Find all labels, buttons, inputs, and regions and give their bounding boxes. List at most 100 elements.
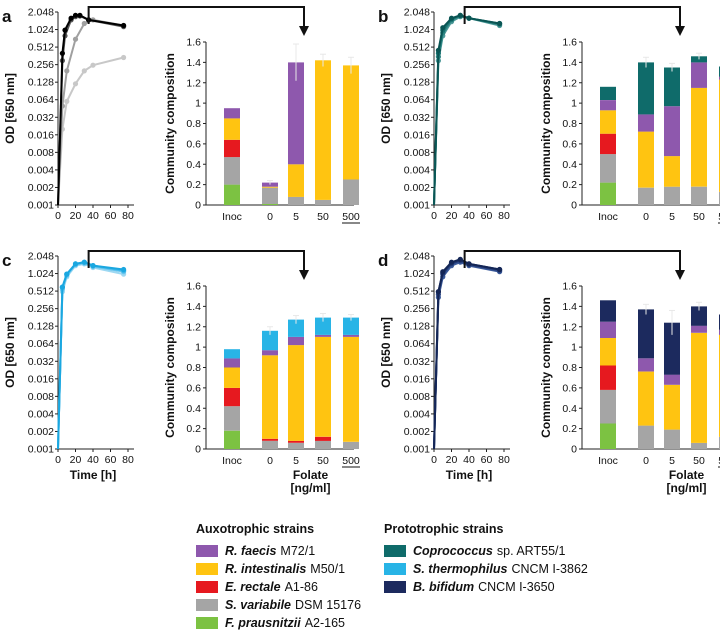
growth-y-tick-label: 0.004 — [28, 164, 54, 176]
growth-y-tick-label: 0.512 — [28, 286, 54, 298]
legend-item: E. rectale A1-86 — [196, 578, 361, 596]
arrow-connector — [463, 250, 681, 272]
panel-d: d 0.001 0.002 0.004 0.008 0.016 0.032 0.064 0.12… — [378, 250, 720, 495]
legend-species: S. variabile — [225, 598, 292, 612]
growth-y-tick-label: 0.256 — [28, 303, 54, 315]
bar-segment-variabile — [664, 186, 680, 205]
bar-segment-rectale — [288, 440, 304, 443]
legend-strain: M50/1 — [310, 562, 346, 576]
bar-segment-rectale — [315, 436, 331, 441]
bar-y-tick-label: 0.4 — [186, 159, 201, 171]
bar-y-tick-label: 1.2 — [186, 321, 201, 333]
growth-line — [57, 14, 124, 206]
legend-strain: sp. ART55/1 — [496, 544, 566, 558]
bar-segment-faecis — [600, 100, 616, 111]
growth-point — [457, 256, 463, 262]
bar-y-tick-label: 0.4 — [562, 159, 577, 171]
growth-y-tick-label: 1.024 — [28, 24, 54, 36]
bar-segment-thermophilus — [224, 349, 240, 359]
legend-species: R. faecis — [225, 544, 277, 558]
growth-line — [433, 14, 500, 206]
growth-point — [64, 68, 70, 74]
bar-x-tick-label: 5 — [293, 455, 299, 467]
growth-point — [121, 22, 127, 29]
bar-x-tick-label: Inoc — [598, 455, 618, 467]
bar-y-tick-label: 0.6 — [562, 138, 577, 150]
bar-segment-intestinalis — [638, 371, 654, 426]
bar-y-tick-label: 0.4 — [186, 403, 201, 415]
bar-segment-intestinalis — [638, 131, 654, 188]
bar-segment-coprococcus — [600, 86, 616, 100]
growth-point — [72, 81, 79, 87]
growth-y-tick-label: 1.024 — [404, 268, 430, 280]
growth-y-tick-label: 0.064 — [404, 94, 430, 106]
bar-x-tick-label: Inoc — [222, 211, 242, 223]
bar-segment-variabile — [600, 389, 616, 424]
bar-segment-intestinalis — [343, 65, 359, 180]
growth-y-label: OD [650 nm] — [3, 317, 17, 388]
bar-segment-intestinalis — [664, 384, 680, 430]
growth-x-tick-label: 60 — [481, 454, 493, 466]
growth-point — [77, 12, 83, 18]
bar-y-tick-label: 0 — [571, 200, 577, 212]
growth-y-tick-label: 0.004 — [28, 408, 54, 420]
panel-label: a — [2, 7, 12, 26]
legend-strain: A2-165 — [304, 616, 346, 630]
growth-y-tick-label: 0.008 — [404, 391, 430, 403]
growth-point — [448, 259, 455, 265]
growth-y-tick-label: 0.032 — [404, 356, 430, 368]
growth-y-tick-label: 0.064 — [28, 338, 54, 350]
growth-x-tick-label: 20 — [446, 210, 458, 222]
bar-segment-variabile — [600, 154, 616, 183]
bar-x-tick-label: 0 — [267, 211, 273, 223]
bar-y-tick-label: 0.8 — [186, 362, 201, 374]
bar-y-tick-label: 0 — [195, 200, 201, 212]
growth-point — [81, 20, 87, 27]
bar-segment-intestinalis — [343, 336, 359, 442]
growth-y-tick-label: 0.002 — [404, 426, 430, 438]
legend-species: E. rectale — [225, 580, 281, 594]
bar-x-tick-label: 500 — [342, 211, 360, 223]
legend-item: F. prausnitzii A2-165 — [196, 614, 361, 632]
growth-point — [121, 266, 127, 273]
bar-y-tick-label: 1 — [571, 342, 577, 354]
bar-segment-intestinalis — [262, 355, 278, 439]
growth-point — [497, 266, 503, 273]
bar-segment-faecis — [224, 108, 240, 119]
bar-segment-variabile — [262, 187, 278, 204]
bar-x-label: [ng/ml] — [291, 481, 331, 495]
growth-y-tick-label: 0.256 — [28, 59, 54, 71]
growth-y-tick-label: 0.032 — [28, 112, 54, 124]
bar-segment-rectale — [224, 139, 240, 158]
growth-y-tick-label: 0.512 — [404, 42, 430, 54]
growth-y-tick-label: 0.512 — [404, 286, 430, 298]
bar-segment-faecis — [600, 321, 616, 338]
legend-species: Coprococcus — [413, 544, 493, 558]
growth-x-tick-label: 40 — [463, 210, 475, 222]
bar-segment-variabile — [638, 187, 654, 205]
bar-segment-variabile — [343, 179, 359, 205]
growth-line — [57, 262, 124, 450]
growth-x-tick-label: 0 — [55, 454, 61, 466]
arrow-head — [675, 270, 685, 280]
bar-y-tick-label: 0 — [195, 444, 201, 456]
bar-segment-intestinalis — [315, 336, 331, 437]
growth-point — [90, 263, 96, 269]
growth-y-tick-label: 0.016 — [404, 373, 430, 385]
growth-y-label: OD [650 nm] — [3, 73, 17, 144]
legend-strain: CNCM I-3862 — [511, 562, 588, 576]
bar-segment-intestinalis — [288, 345, 304, 441]
growth-x-tick-label: 60 — [105, 210, 117, 222]
legend-auxotrophic-title: Auxotrophic strains — [196, 522, 315, 536]
bar-segment-faecis — [343, 334, 359, 337]
bar-y-tick-label: 1.6 — [186, 37, 201, 49]
growth-y-tick-label: 0.128 — [28, 77, 54, 89]
bar-segment-variabile — [691, 186, 707, 205]
bar-y-tick-label: 0.2 — [562, 179, 577, 191]
legend-strain: DSM 15176 — [295, 598, 362, 612]
bar-y-tick-label: 1.4 — [186, 57, 201, 69]
growth-point — [72, 261, 79, 267]
bar-segment-intestinalis — [600, 110, 616, 134]
growth-line — [57, 261, 124, 450]
